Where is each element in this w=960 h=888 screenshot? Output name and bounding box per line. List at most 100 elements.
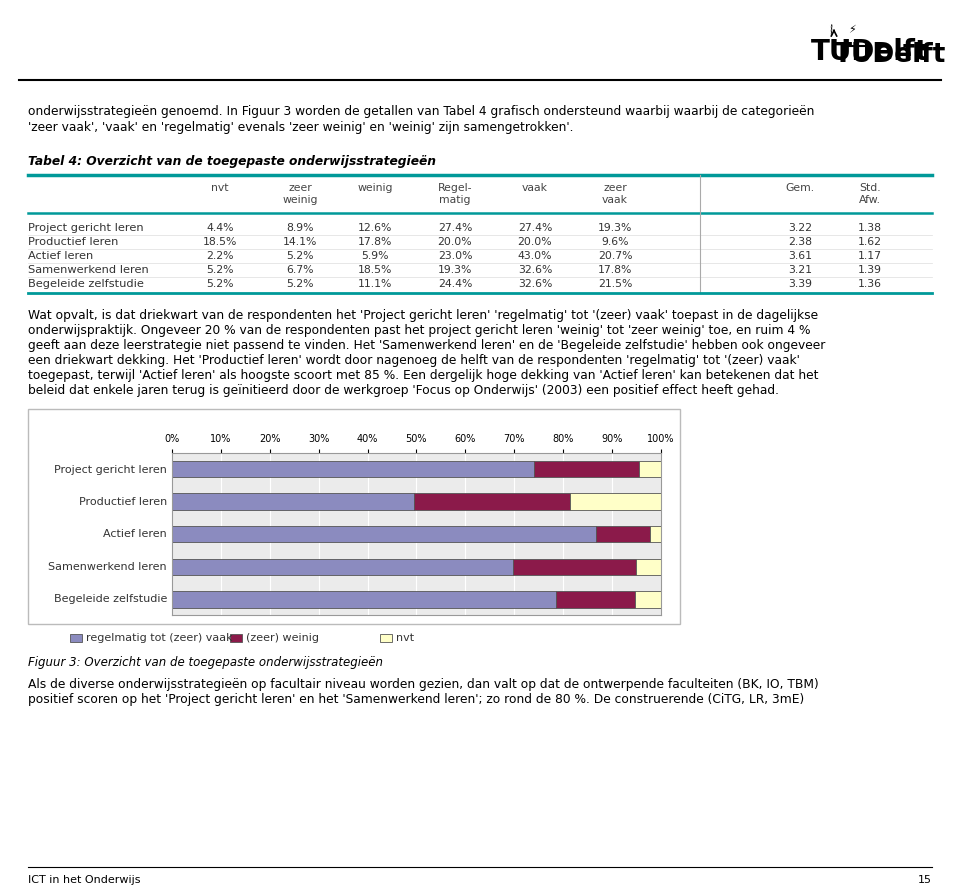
Text: 8.9%: 8.9% <box>286 223 314 233</box>
Text: zeer: zeer <box>603 183 627 193</box>
Text: matig: matig <box>440 195 470 205</box>
Text: 5.2%: 5.2% <box>206 265 233 275</box>
Text: Regel-: Regel- <box>438 183 472 193</box>
Text: Begeleide zelfstudie: Begeleide zelfstudie <box>28 279 144 289</box>
Text: regelmatig tot (zeer) vaak: regelmatig tot (zeer) vaak <box>86 633 232 643</box>
Text: Tabel 4: Overzicht van de toegepaste onderwijsstrategieën: Tabel 4: Overzicht van de toegepaste ond… <box>28 155 436 168</box>
Text: 32.6%: 32.6% <box>517 279 552 289</box>
Text: Figuur 3: Overzicht van de toegepaste onderwijsstrategieën: Figuur 3: Overzicht van de toegepaste on… <box>28 656 383 669</box>
Bar <box>70 634 82 642</box>
Bar <box>172 526 596 543</box>
Text: 15: 15 <box>918 875 932 885</box>
Text: toegepast, terwijl 'Actief leren' als hoogste scoort met 85 %. Een dergelijk hog: toegepast, terwijl 'Actief leren' als ho… <box>28 369 819 382</box>
Text: weinig: weinig <box>357 183 393 193</box>
Text: 1.39: 1.39 <box>858 265 882 275</box>
Text: Actief leren: Actief leren <box>28 251 93 261</box>
Text: nvt: nvt <box>396 633 414 643</box>
Text: Productief leren: Productief leren <box>28 237 118 247</box>
Text: een driekwart dekking. Het 'Productief leren' wordt door nagenoeg de helft van d: een driekwart dekking. Het 'Productief l… <box>28 354 800 367</box>
Text: 19.3%: 19.3% <box>598 223 633 233</box>
Text: ICT in het Onderwijs: ICT in het Onderwijs <box>28 875 140 885</box>
Bar <box>172 591 556 607</box>
Text: 23.0%: 23.0% <box>438 251 472 261</box>
Text: 18.5%: 18.5% <box>203 237 237 247</box>
Text: onderwijspraktijk. Ongeveer 20 % van de respondenten past het project gericht le: onderwijspraktijk. Ongeveer 20 % van de … <box>28 324 810 337</box>
Bar <box>28 409 680 624</box>
Text: 11.1%: 11.1% <box>358 279 393 289</box>
Text: 17.8%: 17.8% <box>358 237 393 247</box>
Text: (zeer) weinig: (zeer) weinig <box>246 633 319 643</box>
Text: Samenwerkend leren: Samenwerkend leren <box>28 265 149 275</box>
Text: 2.2%: 2.2% <box>206 251 233 261</box>
Text: 3.22: 3.22 <box>788 223 812 233</box>
Text: 'zeer vaak', 'vaak' en 'regelmatig' evenals 'zeer weinig' en 'weinig' zijn samen: 'zeer vaak', 'vaak' en 'regelmatig' even… <box>28 121 573 134</box>
Text: weinig: weinig <box>282 195 318 205</box>
Text: Productief leren: Productief leren <box>79 497 167 507</box>
Text: 3.21: 3.21 <box>788 265 812 275</box>
Text: 3.39: 3.39 <box>788 279 812 289</box>
Text: beleid dat enkele jaren terug is geïnitieerd door de werkgroep 'Focus op Onderwi: beleid dat enkele jaren terug is geïniti… <box>28 384 779 397</box>
Text: TUDelft: TUDelft <box>834 42 947 68</box>
Text: 1.62: 1.62 <box>858 237 882 247</box>
Text: Gem.: Gem. <box>785 183 815 193</box>
Text: zeer: zeer <box>288 183 312 193</box>
Text: 4.4%: 4.4% <box>206 223 233 233</box>
Bar <box>570 494 660 510</box>
Text: /: / <box>828 23 836 36</box>
Text: 1.38: 1.38 <box>858 223 882 233</box>
Text: nvt: nvt <box>211 183 228 193</box>
Bar <box>172 494 415 510</box>
Text: vaak: vaak <box>602 195 628 205</box>
Text: 20.7%: 20.7% <box>598 251 633 261</box>
Text: Samenwerkend leren: Samenwerkend leren <box>48 561 167 572</box>
Text: 5.9%: 5.9% <box>361 251 389 261</box>
Text: 5.2%: 5.2% <box>286 251 314 261</box>
Bar <box>636 559 661 575</box>
Text: 20.0%: 20.0% <box>517 237 552 247</box>
Text: ⚡: ⚡ <box>848 25 856 35</box>
Bar <box>415 494 570 510</box>
Bar <box>556 591 636 607</box>
Text: onderwijsstrategieën genoemd. In Figuur 3 worden de getallen van Tabel 4 grafisc: onderwijsstrategieën genoemd. In Figuur … <box>28 105 814 118</box>
Text: Afw.: Afw. <box>859 195 881 205</box>
Bar <box>596 526 650 543</box>
Text: geeft aan deze leerstrategie niet passend te vinden. Het 'Samenwerkend leren' en: geeft aan deze leerstrategie niet passen… <box>28 339 826 352</box>
Text: TUDelft: TUDelft <box>811 38 929 66</box>
Text: 21.5%: 21.5% <box>598 279 633 289</box>
Bar <box>513 559 636 575</box>
Bar <box>650 526 660 543</box>
Bar <box>230 634 242 642</box>
Text: 14.1%: 14.1% <box>283 237 317 247</box>
Text: 20.0%: 20.0% <box>438 237 472 247</box>
Text: 5.2%: 5.2% <box>286 279 314 289</box>
Text: 12.6%: 12.6% <box>358 223 393 233</box>
Bar <box>380 634 392 642</box>
Text: Wat opvalt, is dat driekwart van de respondenten het 'Project gericht leren' 're: Wat opvalt, is dat driekwart van de resp… <box>28 309 818 322</box>
Text: 1.36: 1.36 <box>858 279 882 289</box>
Text: 5.2%: 5.2% <box>206 279 233 289</box>
Bar <box>534 461 639 477</box>
Text: 32.6%: 32.6% <box>517 265 552 275</box>
Text: Actief leren: Actief leren <box>104 529 167 539</box>
Text: vaak: vaak <box>522 183 548 193</box>
Bar <box>636 591 660 607</box>
Text: Als de diverse onderwijsstrategieën op facultair niveau worden gezien, dan valt : Als de diverse onderwijsstrategieën op f… <box>28 678 819 691</box>
Text: Std.: Std. <box>859 183 881 193</box>
Bar <box>172 559 513 575</box>
Text: 1.17: 1.17 <box>858 251 882 261</box>
Text: 27.4%: 27.4% <box>517 223 552 233</box>
Text: Project gericht leren: Project gericht leren <box>28 223 144 233</box>
Text: positief scoren op het 'Project gericht leren' en het 'Samenwerkend leren'; zo r: positief scoren op het 'Project gericht … <box>28 693 804 706</box>
Bar <box>639 461 660 477</box>
Text: 19.3%: 19.3% <box>438 265 472 275</box>
Text: 6.7%: 6.7% <box>286 265 314 275</box>
Text: Begeleide zelfstudie: Begeleide zelfstudie <box>54 594 167 604</box>
Text: 24.4%: 24.4% <box>438 279 472 289</box>
Bar <box>172 461 534 477</box>
Text: 27.4%: 27.4% <box>438 223 472 233</box>
Text: 43.0%: 43.0% <box>517 251 552 261</box>
Text: Project gericht leren: Project gericht leren <box>54 464 167 474</box>
Text: 2.38: 2.38 <box>788 237 812 247</box>
Text: 18.5%: 18.5% <box>358 265 393 275</box>
Text: 9.6%: 9.6% <box>601 237 629 247</box>
